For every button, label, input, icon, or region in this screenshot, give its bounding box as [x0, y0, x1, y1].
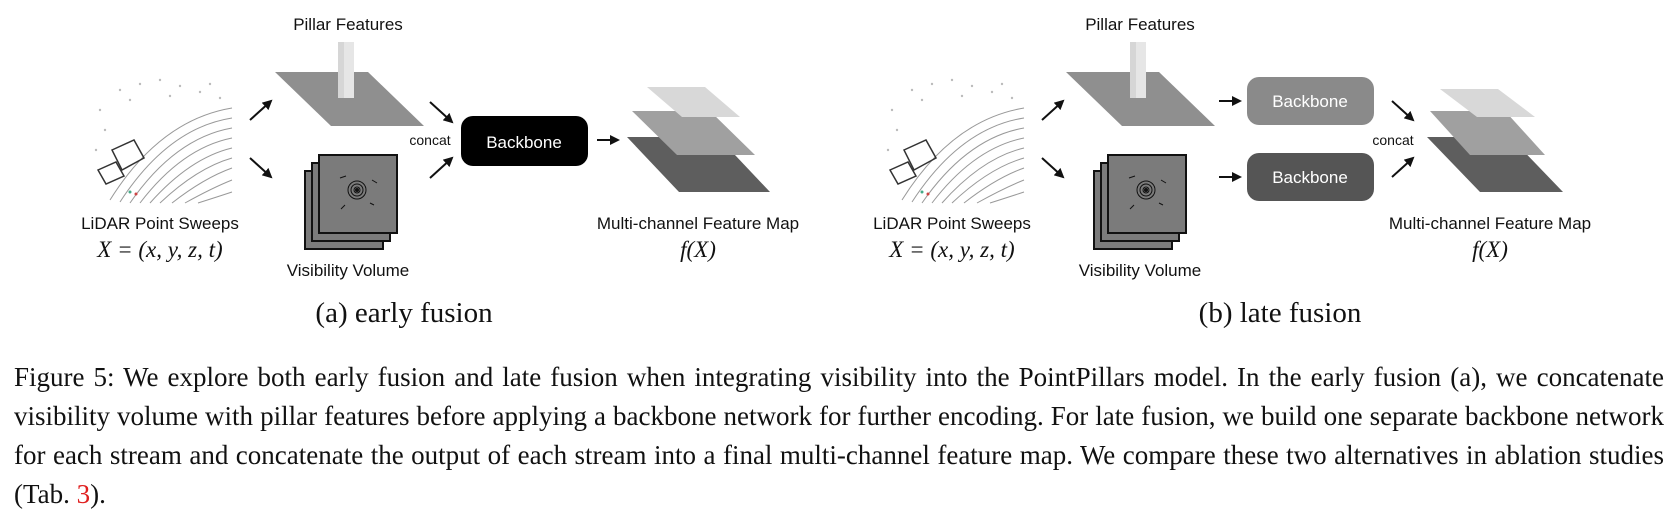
arrow-lidar-to-pillar	[249, 99, 273, 121]
pillar-features-plane	[1066, 42, 1215, 126]
backbone-block-bottom	[1247, 153, 1374, 201]
fusion-figure: Pillar Features	[81, 15, 1591, 329]
table-reference-link[interactable]: 3	[76, 479, 91, 509]
visibility-volume-label: Visibility Volume	[1079, 261, 1202, 280]
arrow-backbone-top-to-output	[1391, 100, 1415, 122]
feature-map-stack	[627, 87, 770, 192]
lidar-formula: X = (x, y, z, t)	[96, 237, 222, 262]
arrow-lidar-to-pillar	[1041, 99, 1065, 121]
feature-map-stack	[1427, 89, 1563, 192]
output-formula: f(X)	[680, 237, 716, 262]
lidar-point-cloud	[880, 72, 1025, 204]
arrow-backbone-bottom-to-output	[1391, 156, 1415, 178]
lidar-point-sweeps-label: LiDAR Point Sweeps	[81, 214, 239, 233]
subcaption-late-fusion: (b) late fusion	[1199, 297, 1362, 329]
output-formula: f(X)	[1472, 237, 1508, 262]
lidar-point-cloud	[88, 72, 233, 204]
backbone-label: Backbone	[486, 133, 562, 152]
multi-channel-feature-map-label: Multi-channel Feature Map	[1389, 214, 1591, 233]
lidar-point-sweeps-label: LiDAR Point Sweeps	[873, 214, 1031, 233]
lidar-formula: X = (x, y, z, t)	[888, 237, 1014, 262]
arrow-pillar-to-backbone	[429, 101, 454, 124]
visibility-volume-stack	[304, 154, 398, 250]
backbone-block-top	[1247, 77, 1374, 125]
pillar-features-plane	[275, 42, 424, 126]
concat-label: concat	[409, 132, 450, 148]
multi-channel-feature-map-label: Multi-channel Feature Map	[597, 214, 799, 233]
caption-text-end: ).	[90, 479, 106, 509]
visibility-volume-stack	[1093, 154, 1187, 250]
concat-label: concat	[1372, 132, 1413, 148]
figure-caption: Figure 5: We explore both early fusion a…	[14, 358, 1664, 514]
subcaption-early-fusion: (a) early fusion	[315, 297, 493, 329]
arrow-lidar-to-visibility	[1041, 157, 1065, 179]
panel-late-fusion: Pillar Features	[873, 15, 1591, 329]
arrow-lidar-to-visibility	[249, 157, 273, 179]
panel-early-fusion: Pillar Features	[81, 15, 799, 329]
visibility-volume-label: Visibility Volume	[287, 261, 410, 280]
pillar-features-label: Pillar Features	[1085, 15, 1195, 34]
backbone-block	[461, 116, 588, 166]
arrow-visibility-to-backbone	[429, 156, 454, 179]
caption-text: Figure 5: We explore both early fusion a…	[14, 362, 1664, 509]
pillar-features-label: Pillar Features	[293, 15, 403, 34]
backbone-top-label: Backbone	[1272, 92, 1348, 111]
backbone-bottom-label: Backbone	[1272, 168, 1348, 187]
